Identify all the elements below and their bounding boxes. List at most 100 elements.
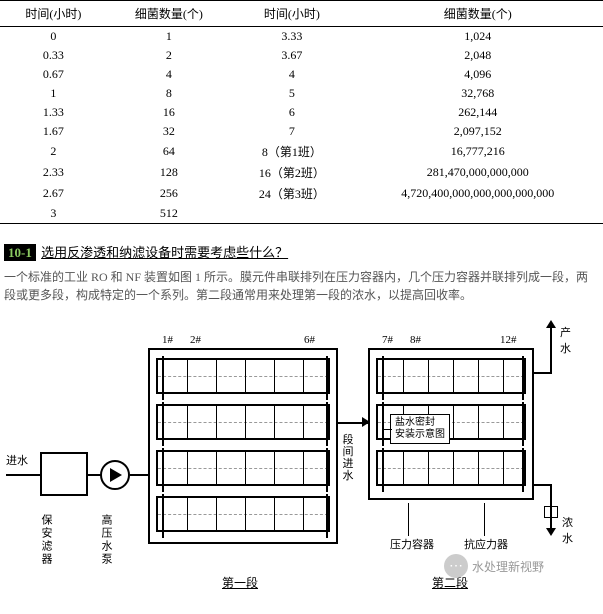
table-cell: 262,144 bbox=[353, 103, 603, 122]
table-cell: 256 bbox=[107, 183, 231, 204]
question-title: 选用反渗透和纳滤设备时需要考虑些什么？ bbox=[39, 245, 288, 260]
table-cell: 3.67 bbox=[231, 46, 353, 65]
inlet-water-label: 进水 bbox=[6, 452, 28, 468]
table-cell: 1 bbox=[0, 84, 107, 103]
table-cell: 4 bbox=[107, 65, 231, 84]
table-cell: 2 bbox=[107, 46, 231, 65]
conc-arrow-icon bbox=[546, 528, 556, 536]
question-header: 10-1 选用反渗透和纳滤设备时需要考虑些什么？ bbox=[4, 242, 288, 261]
table-row: 0.3323.672,048 bbox=[0, 46, 603, 65]
table-row: 2.6725624（第3班）4,720,400,000,000,000,000,… bbox=[0, 183, 603, 204]
table-header: 时间(小时) bbox=[231, 1, 353, 27]
safety-filter-box bbox=[40, 452, 88, 496]
table-cell bbox=[231, 204, 353, 224]
table-cell: 512 bbox=[107, 204, 231, 224]
element-number: 8# bbox=[410, 334, 421, 346]
question-section: 10-1 选用反渗透和纳滤设备时需要考虑些什么？ 一个标准的工业 RO 和 NF… bbox=[0, 242, 603, 614]
table-cell: 128 bbox=[107, 162, 231, 183]
table-row: 3512 bbox=[0, 204, 603, 224]
inlet-pipe bbox=[6, 474, 40, 476]
table-cell: 0.33 bbox=[0, 46, 107, 65]
table-row: 2.3312816（第2班）281,470,000,000,000 bbox=[0, 162, 603, 183]
table-cell: 32,768 bbox=[353, 84, 603, 103]
seal-line2: 安装示意图 bbox=[395, 429, 445, 441]
pressure-vessel bbox=[156, 358, 330, 394]
table-cell: 4 bbox=[231, 65, 353, 84]
table-cell: 8 bbox=[107, 84, 231, 103]
table-cell: 2.67 bbox=[0, 183, 107, 204]
table-row: 18532,768 bbox=[0, 84, 603, 103]
ro-nf-diagram: 进水 保安滤器 高压水泵 1# 2# 6# 段间进水 7# 8# 12# 盐水密封 安装… bbox=[4, 314, 599, 614]
table-cell: 1,024 bbox=[353, 27, 603, 47]
question-number: 10-1 bbox=[4, 244, 36, 261]
seal-callout: 盐水密封 安装示意图 bbox=[390, 414, 450, 444]
table-header: 细菌数量(个) bbox=[107, 1, 231, 27]
table-cell: 2.33 bbox=[0, 162, 107, 183]
table-cell: 8（第1班） bbox=[231, 141, 353, 162]
safety-filter-label: 保安滤器 bbox=[38, 514, 54, 566]
table-cell: 4,720,400,000,000,000,000,000 bbox=[353, 183, 603, 204]
product-arrow-icon bbox=[546, 320, 556, 328]
resist-label: 抗应力器 bbox=[464, 536, 508, 552]
table-cell: 4,096 bbox=[353, 65, 603, 84]
element-number: 2# bbox=[190, 334, 201, 346]
watermark: ⋯ 水处理新视野 bbox=[444, 554, 544, 578]
table-cell: 2,048 bbox=[353, 46, 603, 65]
table-cell: 3 bbox=[0, 204, 107, 224]
wechat-icon: ⋯ bbox=[444, 554, 468, 578]
seal-line1: 盐水密封 bbox=[395, 417, 445, 429]
table-cell: 64 bbox=[107, 141, 231, 162]
question-description: 一个标准的工业 RO 和 NF 装置如图 1 所示。膜元件串联排列在压力容器内，… bbox=[4, 268, 599, 304]
table-cell: 1 bbox=[107, 27, 231, 47]
table-row: 0.67444,096 bbox=[0, 65, 603, 84]
pump-label: 高压水泵 bbox=[98, 514, 114, 566]
bacteria-growth-table: 时间(小时)细菌数量(个)时间(小时)细菌数量(个) 013.331,0240.… bbox=[0, 0, 603, 224]
element-number: 6# bbox=[304, 334, 315, 346]
table-row: 1.33166262,144 bbox=[0, 103, 603, 122]
table-cell: 32 bbox=[107, 122, 231, 141]
table-cell: 16（第2班） bbox=[231, 162, 353, 183]
product-pipe-v bbox=[550, 326, 552, 374]
table-row: 013.331,024 bbox=[0, 27, 603, 47]
product-pipe-h bbox=[534, 372, 552, 374]
table-cell: 2,097,152 bbox=[353, 122, 603, 141]
pressure-vessel bbox=[156, 404, 330, 440]
product-water-label: 产水 bbox=[560, 324, 574, 356]
pressure-vessel bbox=[156, 496, 330, 532]
element-number: 12# bbox=[500, 334, 517, 346]
table-cell: 281,470,000,000,000 bbox=[353, 162, 603, 183]
table-cell: 16,777,216 bbox=[353, 141, 603, 162]
table-header: 细菌数量(个) bbox=[353, 1, 603, 27]
table-cell: 0 bbox=[0, 27, 107, 47]
pump-arrow-icon bbox=[110, 468, 122, 482]
table-cell: 3.33 bbox=[231, 27, 353, 47]
callout-leader bbox=[382, 429, 392, 430]
table-cell: 7 bbox=[231, 122, 353, 141]
conc-water-label: 浓水 bbox=[562, 514, 576, 546]
vessel-label: 压力容器 bbox=[390, 536, 434, 552]
element-number: 1# bbox=[162, 334, 173, 346]
table-row: 2648（第1班）16,777,216 bbox=[0, 141, 603, 162]
stage1-label: 第一段 bbox=[222, 574, 258, 591]
interstage-label: 段间进水 bbox=[341, 434, 355, 482]
table-cell: 6 bbox=[231, 103, 353, 122]
table-cell bbox=[353, 204, 603, 224]
table-cell: 1.33 bbox=[0, 103, 107, 122]
table-cell: 1.67 bbox=[0, 122, 107, 141]
valve-icon bbox=[544, 506, 558, 518]
pressure-vessel bbox=[156, 450, 330, 486]
table-cell: 5 bbox=[231, 84, 353, 103]
table-cell: 16 bbox=[107, 103, 231, 122]
table-cell: 2 bbox=[0, 141, 107, 162]
pressure-vessel bbox=[376, 358, 526, 394]
pressure-vessel bbox=[376, 450, 526, 486]
vessel-leader bbox=[408, 503, 409, 536]
resist-leader bbox=[484, 503, 485, 536]
table-cell: 0.67 bbox=[0, 65, 107, 84]
element-number: 7# bbox=[382, 334, 393, 346]
table-cell: 24（第3班） bbox=[231, 183, 353, 204]
table-row: 1.673272,097,152 bbox=[0, 122, 603, 141]
pipe-2 bbox=[130, 474, 148, 476]
watermark-text: 水处理新视野 bbox=[472, 558, 544, 575]
table-header: 时间(小时) bbox=[0, 1, 107, 27]
